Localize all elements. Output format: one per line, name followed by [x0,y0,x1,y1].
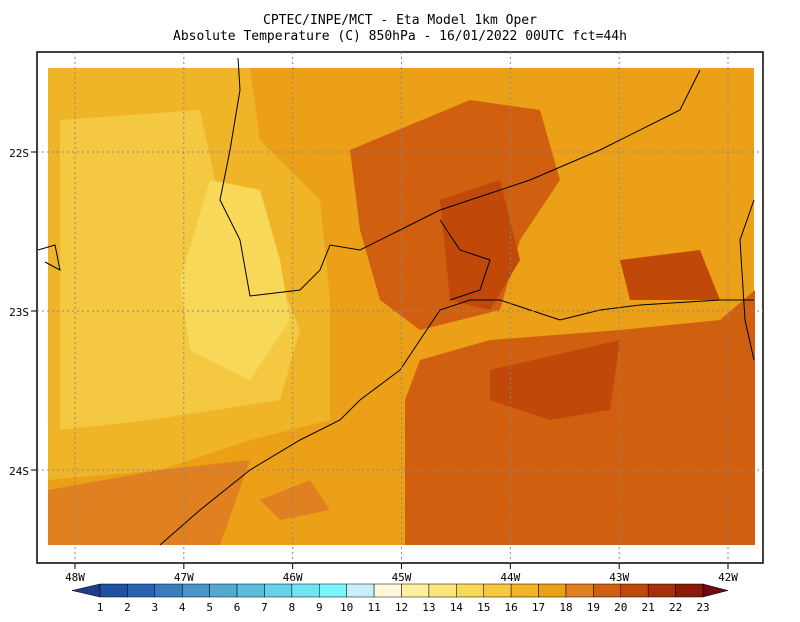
colorbar-label: 20 [614,601,627,614]
colorbar-box [401,583,430,598]
colorbar-box [181,583,210,598]
colorbar-box [209,583,238,598]
colorbar-label: 2 [124,601,131,614]
colorbar-label: 18 [559,601,572,614]
coastlines [37,57,755,546]
colorbar-label: 23 [696,601,709,614]
colorbar-box [291,583,320,598]
lon-label: 42W [718,571,738,584]
colorbar-box [483,583,512,598]
colorbar-box [373,583,402,598]
colorbar-box [510,583,539,598]
colorbar-label: 10 [340,601,353,614]
colorbar-box [154,583,183,598]
colorbar-label: 1 [97,601,104,614]
colorbar-box [319,583,347,598]
colorbar-label: 14 [450,601,464,614]
colorbar-label: 9 [316,601,323,614]
colorbar-label: 8 [289,601,296,614]
colorbar-label: 6 [234,601,241,614]
colorbar-label: 17 [532,601,545,614]
colorbar-box [538,583,567,598]
colorbar-box [346,583,375,598]
colorbar-arrow [71,583,101,598]
map-frame [36,51,764,564]
lon-label: 43W [609,571,629,584]
graticule: 22S 23S 24S 48W 47W 46W 45W 44W 43W 42W [9,52,763,584]
colorbar-label: 7 [261,601,268,614]
colorbar-box [428,583,457,598]
colorbar-box [647,583,676,598]
colorbar-label: 19 [587,601,600,614]
colorbar-box [264,583,293,598]
colorbar-label: 16 [505,601,518,614]
lat-label: 24S [9,465,29,478]
colorbar-box [99,583,128,598]
lat-label: 23S [9,306,29,319]
colorbar-label: 12 [395,601,408,614]
lon-label: 44W [500,571,520,584]
lon-label: 47W [174,571,194,584]
colorbar-label: 13 [422,601,435,614]
colorbar-label: 3 [152,601,159,614]
subtitle: Absolute Temperature (C) 850hPa - 16/01/… [173,29,627,44]
colorbar-box [620,583,649,598]
colorbar-label: 5 [206,601,213,614]
lon-label: 45W [392,571,412,584]
colorbar-box [456,583,484,598]
lon-label: 46W [283,571,303,584]
colorbar-arrow [702,583,729,598]
lon-label: 48W [65,571,85,584]
colorbar-label: 22 [669,601,682,614]
colorbar-box [127,583,156,598]
title: CPTEC/INPE/MCT - Eta Model 1km Oper [263,13,537,28]
colorbar: 1 2 3 4 5 6 7 8 9 10 11 12 13 14 15 16 17 18 19 20 21 22 23 [71,583,729,614]
colorbar-label: 15 [477,601,490,614]
lat-label: 22S [9,147,29,160]
colorbar-box [565,583,594,598]
colorbar-label: 4 [179,601,186,614]
colorbar-label: 21 [642,601,655,614]
colorbar-box [675,583,704,598]
colorbar-box [236,583,265,598]
colorbar-label: 11 [367,601,380,614]
colorbar-box [593,583,622,598]
